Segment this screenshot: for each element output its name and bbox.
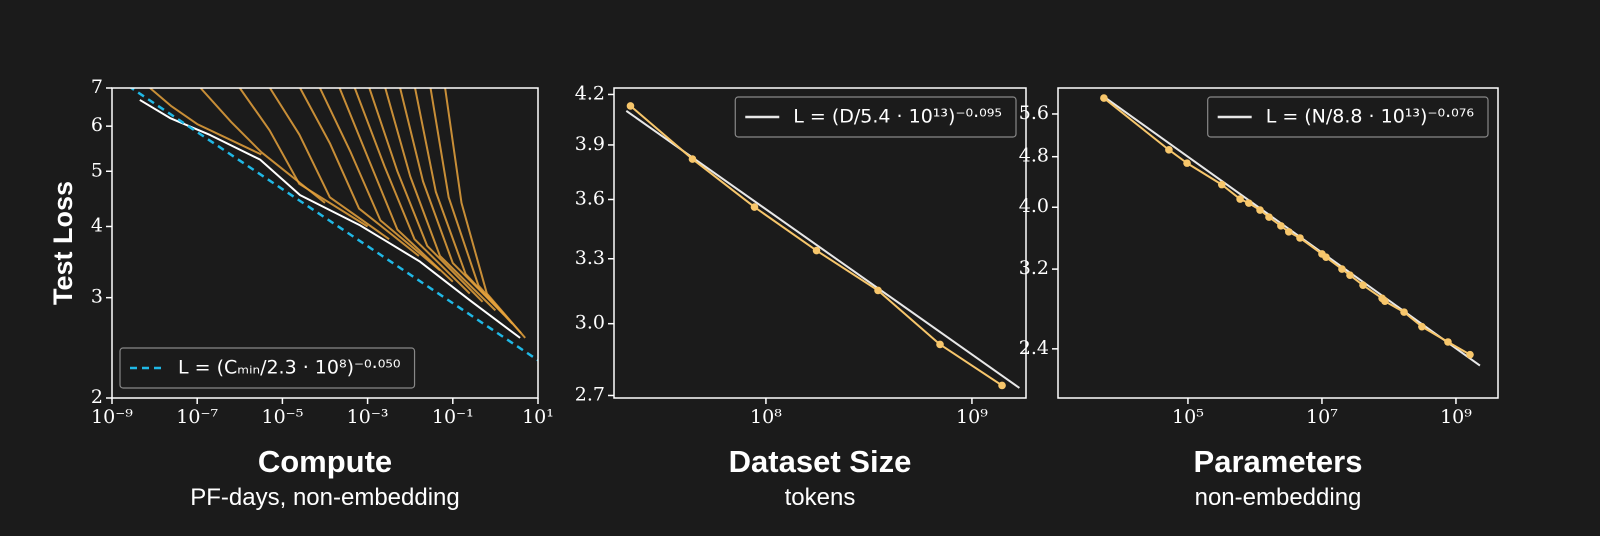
legend-label: L = (D/5.4 · 10¹³)⁻⁰·⁰⁹⁵ <box>793 106 1002 128</box>
x-tick-label: 10⁸ <box>750 406 782 428</box>
x-tick-label: 10⁹ <box>1440 406 1472 428</box>
legend: L = (D/5.4 · 10¹³)⁻⁰·⁰⁹⁵ <box>734 96 1017 138</box>
y-tick-label: 4.2 <box>575 82 605 104</box>
curve <box>319 88 441 272</box>
x-axis-subtitle: non-embedding <box>1195 484 1362 511</box>
data-point <box>1256 206 1264 214</box>
curve <box>199 88 326 204</box>
x-axis-title: Parameters <box>1194 444 1363 479</box>
x-tick-label: 10¹ <box>522 406 554 428</box>
curve <box>269 88 390 240</box>
x-axis-title: Dataset Size <box>729 444 912 479</box>
plot-frame <box>613 87 1027 399</box>
y-tick-label: 4.0 <box>1019 195 1049 217</box>
data-point <box>812 246 821 255</box>
data-point <box>1100 94 1108 102</box>
data-point <box>1418 322 1426 331</box>
curve <box>149 88 262 156</box>
data-point <box>1277 222 1285 230</box>
curve <box>338 88 454 283</box>
curve <box>384 88 497 312</box>
x-tick-label: 10⁹ <box>956 406 988 428</box>
x-tick-label: 10⁻⁵ <box>261 406 303 428</box>
x-axis-title: Compute <box>258 444 392 479</box>
y-tick-label: 3.0 <box>575 312 605 334</box>
data-point <box>1236 195 1244 203</box>
x-tick-label: 10⁷ <box>1306 406 1338 428</box>
y-tick-label: 3.2 <box>1019 257 1049 279</box>
y-tick-label: 3 <box>91 286 103 308</box>
legend-label: L = (Cₘᵢₙ/2.3 · 10⁸)⁻⁰·⁰⁵⁰ <box>178 357 401 379</box>
data-point <box>936 340 944 349</box>
legend-box <box>119 347 416 389</box>
x-tick-label: 10⁻³ <box>347 406 389 428</box>
data-point <box>1245 199 1253 207</box>
panel: 2 3 4 5 6 7 10⁻⁹ 10⁻⁷ 10⁻⁵ 10⁻³ 10⁻¹ 10¹ L = (Cₘᵢₙ/2… <box>48 76 554 511</box>
y-tick-label: 2.4 <box>1019 337 1049 359</box>
x-tick-label: 10⁵ <box>1172 406 1204 428</box>
data-point <box>750 203 759 211</box>
y-tick-label: 4 <box>91 214 103 236</box>
data-point <box>688 155 697 163</box>
y-tick-label: 3.6 <box>575 187 605 209</box>
x-tick-label: 10⁻⁹ <box>91 406 133 428</box>
legend-box <box>734 96 1017 138</box>
data-point <box>1183 159 1191 167</box>
panel: 2.7 3.0 3.3 3.6 3.9 4.2 10⁸ 10⁹ L = (D/5.4 · 10¹… <box>575 82 1027 511</box>
fit-line <box>129 88 538 362</box>
data-point <box>1466 350 1474 359</box>
panel: 2.4 3.2 4.0 4.8 5.6 10⁵ 10⁷ 10⁹ L = (N/8.8 · 10¹… <box>1019 87 1499 511</box>
data-point <box>626 102 635 110</box>
data-point <box>1322 253 1330 262</box>
y-tick-label: 2.7 <box>575 383 605 405</box>
y-axis-title: Test Loss <box>48 181 78 305</box>
y-tick-label: 2 <box>91 386 103 408</box>
legend-label: L = (N/8.8 · 10¹³)⁻⁰·⁰⁷⁶ <box>1266 106 1474 128</box>
y-tick-label: 6 <box>91 114 103 136</box>
plot-frame <box>1057 87 1499 399</box>
data-point <box>1346 271 1354 280</box>
data-point <box>1444 338 1452 346</box>
x-tick-label: 10⁻¹ <box>432 406 474 428</box>
data-point <box>1217 180 1226 189</box>
curve <box>444 88 526 339</box>
curve <box>299 88 420 257</box>
data-point <box>1338 265 1346 273</box>
data-point <box>874 286 882 295</box>
y-tick-label: 3.9 <box>575 133 605 155</box>
legend-box <box>1207 96 1489 138</box>
x-tick-label: 10⁻⁷ <box>176 406 218 428</box>
data-point <box>1265 213 1273 221</box>
y-tick-label: 5 <box>91 159 103 181</box>
legend: L = (N/8.8 · 10¹³)⁻⁰·⁰⁷⁶ <box>1207 96 1489 138</box>
y-tick-label: 7 <box>91 76 103 98</box>
plot-frame <box>111 87 539 399</box>
data-point <box>1165 146 1173 154</box>
curve <box>139 99 521 339</box>
y-tick-label: 5.6 <box>1019 102 1049 124</box>
curve <box>368 88 484 303</box>
legend: L = (Cₘᵢₙ/2.3 · 10⁸)⁻⁰·⁰⁵⁰ <box>119 347 416 389</box>
data-point <box>1359 281 1367 289</box>
x-axis-subtitle: tokens <box>785 484 856 511</box>
y-tick-label: 3.3 <box>575 247 605 269</box>
data-line <box>1103 97 1471 356</box>
y-tick-label: 4.8 <box>1019 145 1049 167</box>
data-point <box>1381 297 1389 306</box>
curve <box>353 88 471 295</box>
data-point <box>1296 234 1304 242</box>
curve <box>414 88 514 325</box>
data-point <box>998 381 1006 390</box>
curve <box>238 88 369 228</box>
data-point <box>1400 308 1408 316</box>
data-point <box>1284 228 1293 236</box>
x-axis-subtitle: PF-days, non-embedding <box>190 484 459 511</box>
